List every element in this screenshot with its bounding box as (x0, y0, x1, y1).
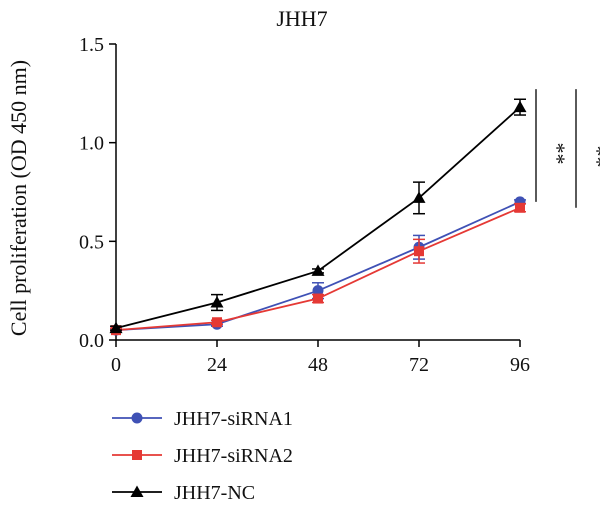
data-point (515, 202, 525, 213)
y-tick-label: 1.0 (79, 133, 104, 155)
data-point (109, 321, 123, 334)
legend-label: JHH7-NC (174, 482, 255, 504)
series-layer (109, 98, 527, 336)
legend-label: JHH7-siRNA2 (174, 445, 293, 467)
legend-label: JHH7-siRNA1 (174, 408, 293, 430)
data-point (412, 191, 426, 203)
data-point (414, 246, 424, 257)
x-tick-label: 72 (409, 354, 429, 376)
legend-item: JHH7-siRNA1 (112, 408, 293, 430)
legend-item: JHH7-siRNA2 (112, 445, 293, 467)
legend-marker (132, 450, 142, 460)
significance-label: ** (585, 145, 600, 167)
data-point (311, 264, 325, 276)
chart-title: JHH7 (276, 6, 327, 31)
axes: 0.0 0.5 1.0 1.5 0 24 48 72 96 (79, 34, 530, 376)
data-point (312, 285, 324, 297)
data-point (313, 293, 323, 304)
x-tick-label: 48 (308, 354, 328, 376)
y-tick-label: 0.5 (79, 231, 104, 253)
legend-marker (130, 485, 144, 497)
x-tick-label: 96 (510, 354, 530, 376)
legend-item: JHH7-NC (112, 482, 255, 504)
data-point (212, 317, 222, 328)
legend: JHH7-siRNA1 JHH7-siRNA2 JHH7-NC (112, 408, 293, 504)
x-tick-label: 24 (207, 354, 227, 376)
y-tick-label: 0.0 (79, 330, 104, 352)
legend-marker (131, 412, 143, 424)
y-axis-label: Cell proliferation (OD 450 nm) (6, 60, 31, 336)
x-tick-label: 0 (111, 354, 121, 376)
data-point (210, 296, 224, 308)
significance-annotations: ** ** (535, 89, 600, 208)
series-3 (109, 98, 527, 334)
y-tick-label: 1.5 (79, 34, 104, 56)
data-point (513, 100, 527, 113)
significance-label: ** (545, 143, 570, 165)
